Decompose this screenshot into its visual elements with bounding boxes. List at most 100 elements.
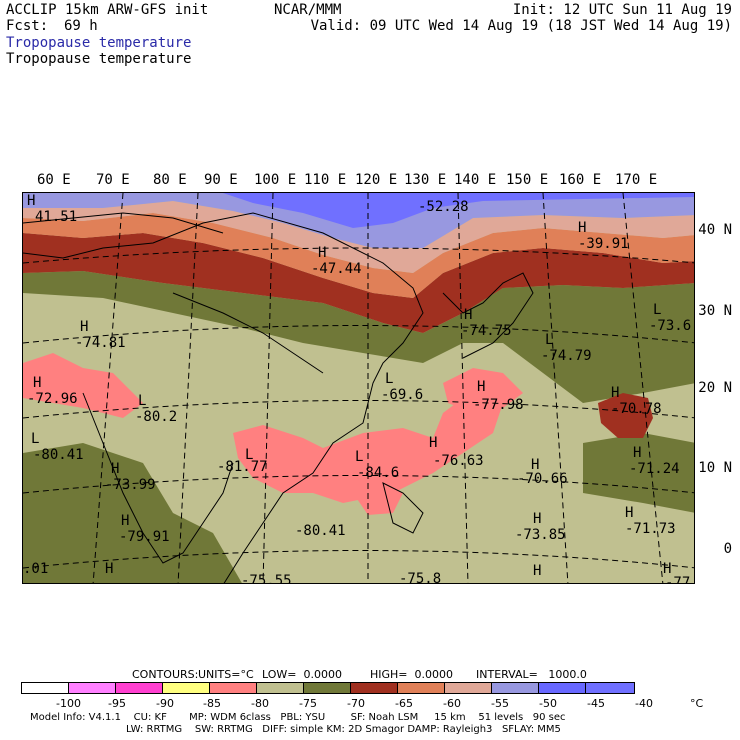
low-marker: L — [385, 371, 394, 387]
coastline — [382, 482, 424, 534]
border-line — [23, 212, 224, 234]
high-marker: H — [533, 563, 542, 579]
lon-label: 140 E — [454, 172, 497, 188]
shade-pink-west — [23, 353, 143, 418]
extremum-value: -69.6 — [381, 387, 424, 403]
scale-tick: -40 — [635, 697, 653, 710]
border-line — [172, 292, 324, 374]
high-marker: H — [429, 435, 438, 451]
contours-units: UNITS=°C — [198, 668, 254, 681]
high-marker: H — [80, 319, 89, 335]
lon-label: 130 E — [404, 172, 447, 188]
map-panel: H 41.51 H -47.44 -52.28 H -39.91 H -74.8… — [22, 192, 695, 584]
lat-label: 30 N — [698, 303, 732, 319]
lon-label: 80 E — [153, 172, 187, 188]
extremum-value: -76.63 — [433, 453, 484, 469]
lon-label: 110 E — [304, 172, 347, 188]
extremum-value: -47.44 — [311, 261, 362, 277]
extremum-value: -52.28 — [418, 199, 469, 215]
coastline — [82, 392, 234, 564]
extremum-value: -73.99 — [105, 477, 156, 493]
color-swatch — [585, 682, 635, 694]
lat-label: 20 N — [698, 380, 732, 396]
color-swatch — [397, 682, 445, 694]
extremum-value: 41.51 — [35, 209, 78, 225]
scale-unit: °C — [690, 697, 704, 710]
field-title-2: Tropopause temperature — [6, 51, 192, 67]
model-title: ACCLIP 15km ARW-GFS init — [6, 2, 209, 18]
scale-tick: -90 — [156, 697, 174, 710]
high-marker: H — [111, 461, 120, 477]
scale-tick: -100 — [56, 697, 81, 710]
lat-label: 10 N — [698, 460, 732, 476]
high-marker: H — [121, 513, 130, 529]
shade-orange — [23, 213, 694, 298]
high-marker: H — [633, 445, 642, 461]
model-info-line2: LW: RRTMG SW: RRTMG DIFF: simple KM: 2D … — [126, 724, 561, 735]
low-marker: L — [653, 302, 662, 318]
scale-tick: -85 — [203, 697, 221, 710]
extremum-value: -72.96 — [27, 391, 78, 407]
high-marker: H — [531, 457, 540, 473]
meridian-line — [177, 193, 199, 583]
fcst-value: 69 h — [64, 18, 98, 34]
coastline — [442, 272, 534, 359]
color-swatch — [350, 682, 398, 694]
low-marker: L — [31, 431, 40, 447]
lon-label: 170 E — [615, 172, 658, 188]
lon-label: 60 E — [37, 172, 71, 188]
shade-pink-south — [353, 483, 403, 515]
lon-label: 100 E — [254, 172, 297, 188]
color-swatch — [209, 682, 257, 694]
low-marker: L — [545, 332, 554, 348]
high-marker: H — [625, 505, 634, 521]
meridian-line — [542, 193, 569, 583]
shade-red-patch — [598, 393, 653, 438]
shade-dark-olive-south — [23, 443, 242, 583]
extremum-value: -75.8 — [399, 571, 442, 584]
contours-label: CONTOURS: — [132, 668, 199, 681]
extremum-value: -74.75 — [461, 323, 512, 339]
extremum-value: -80.41 — [295, 523, 346, 539]
color-swatch — [303, 682, 351, 694]
shade-salmon — [23, 201, 694, 273]
scale-tick: -75 — [299, 697, 317, 710]
color-swatch — [444, 682, 492, 694]
lon-label: 90 E — [204, 172, 238, 188]
color-swatch — [68, 682, 116, 694]
tropopause-temperature-map — [23, 193, 694, 583]
contours-low: LOW= 0.0000 — [262, 668, 342, 681]
high-marker: H — [578, 220, 587, 236]
high-marker: H — [477, 379, 486, 395]
fcst-label: Fcst: — [6, 18, 49, 34]
field-title-1: Tropopause temperature — [6, 35, 192, 51]
extremum-value: -75.55 — [241, 573, 292, 584]
scale-tick: -80 — [251, 697, 269, 710]
extremum-value: -74.81 — [75, 335, 126, 351]
extremum-value: -70.78 — [611, 401, 662, 417]
high-marker: H — [533, 511, 542, 527]
color-swatch — [21, 682, 69, 694]
lon-label: 120 E — [355, 172, 398, 188]
extremum-value: -84.6 — [357, 465, 400, 481]
init-time: Init: 12 UTC Sun 11 Aug 19 — [512, 2, 732, 18]
contours-high: HIGH= 0.0000 — [370, 668, 454, 681]
extremum-value: -81.77 — [217, 459, 268, 475]
scale-tick: -55 — [491, 697, 509, 710]
color-swatch — [491, 682, 539, 694]
scale-tick: -65 — [395, 697, 413, 710]
high-marker: H — [663, 561, 672, 577]
valid-time: Valid: 09 UTC Wed 14 Aug 19 (18 JST Wed … — [310, 18, 732, 34]
color-swatch — [162, 682, 210, 694]
extremum-value: -77 — [665, 575, 691, 584]
extremum-value: -80.2 — [135, 409, 178, 425]
extremum-value: -74.79 — [541, 348, 592, 364]
color-swatch — [256, 682, 304, 694]
meridian-line — [92, 193, 124, 583]
scale-tick: -70 — [347, 697, 365, 710]
model-info-line1: Model Info: V4.1.1 CU: KF MP: WDM 6class… — [30, 712, 566, 723]
shade-red-brown — [23, 233, 694, 333]
lon-label: 70 E — [96, 172, 130, 188]
extremum-value: -73.85 — [515, 527, 566, 543]
extremum-value: -79.91 — [119, 529, 170, 545]
